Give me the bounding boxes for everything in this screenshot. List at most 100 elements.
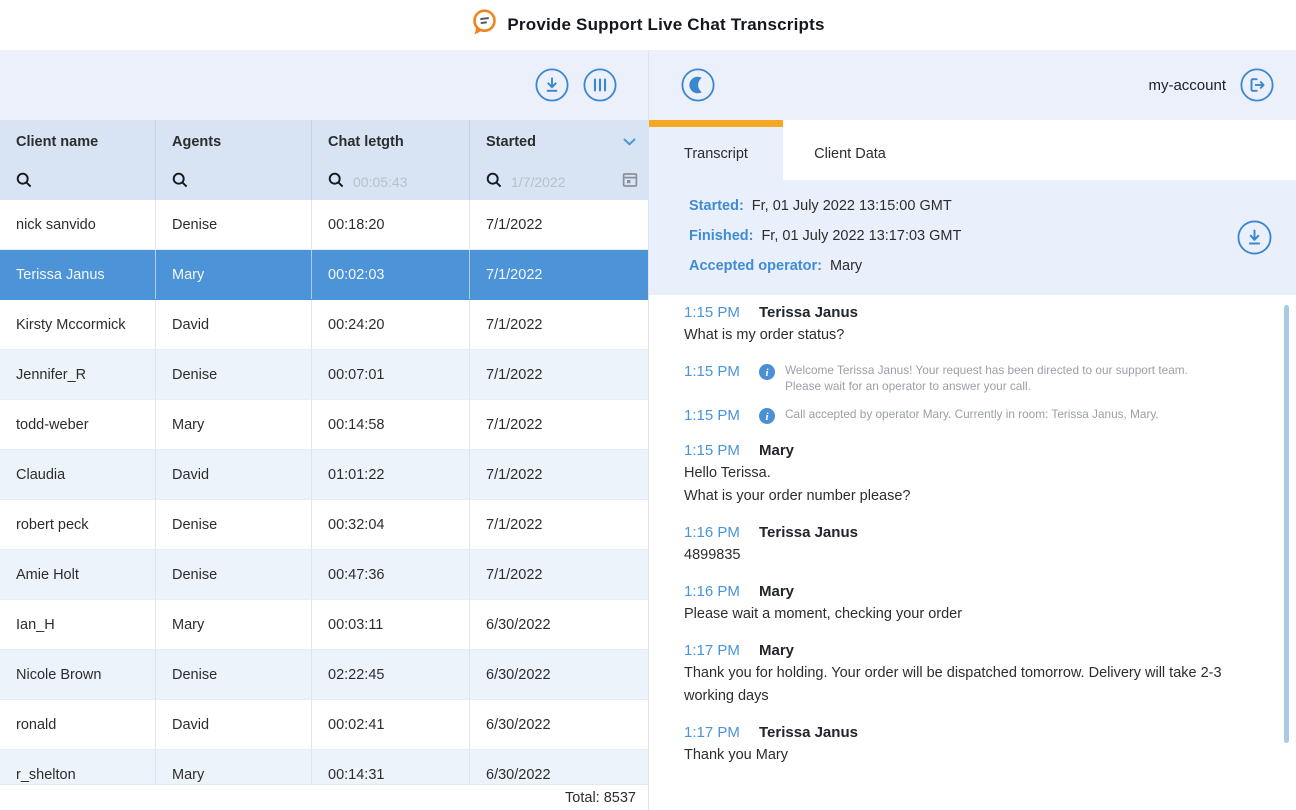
detail-tabs: Transcript Client Data bbox=[649, 120, 1296, 180]
table-footer: Total: 8537 bbox=[0, 784, 648, 810]
cell-agent: Denise bbox=[156, 200, 312, 249]
table-row[interactable]: Kirsty Mccormick David 00:24:20 7/1/2022 bbox=[0, 300, 648, 350]
message-author: Terissa Janus bbox=[759, 524, 858, 541]
table-header: Client name Agents Chat letg bbox=[0, 120, 648, 200]
page-title: Provide Support Live Chat Transcripts bbox=[507, 15, 825, 34]
table-row[interactable]: Claudia David 01:01:22 7/1/2022 bbox=[0, 450, 648, 500]
transcripts-list-panel: Client name Agents Chat letg bbox=[0, 50, 648, 810]
system-message-text: Welcome Terissa Janus! Your request has … bbox=[785, 363, 1188, 393]
calendar-icon[interactable] bbox=[622, 171, 638, 193]
meta-operator-label: Accepted operator: bbox=[689, 258, 822, 274]
table-row[interactable]: Ian_H Mary 00:03:11 6/30/2022 bbox=[0, 600, 648, 650]
cell-agent: Mary bbox=[156, 750, 312, 784]
chat-message: 1:16 PM Mary Please wait a moment, check… bbox=[684, 583, 1254, 626]
filter-started bbox=[486, 164, 648, 200]
column-header-chat-length[interactable]: Chat letgth bbox=[328, 120, 469, 164]
meta-started-label: Started: bbox=[689, 198, 744, 214]
cell-agent: Denise bbox=[156, 650, 312, 699]
cell-client: todd-weber bbox=[0, 400, 156, 449]
svg-text:i: i bbox=[765, 411, 769, 423]
tab-label: Client Data bbox=[814, 145, 886, 162]
table-row[interactable]: ronald David 00:02:41 6/30/2022 bbox=[0, 700, 648, 750]
chat-message: 1:16 PM Terissa Janus 4899835 bbox=[684, 524, 1254, 567]
tab-transcript[interactable]: Transcript bbox=[649, 120, 783, 180]
table-row[interactable]: Jennifer_R Denise 00:07:01 7/1/2022 bbox=[0, 350, 648, 400]
chat-message: 1:17 PM Terissa Janus Thank you Mary bbox=[684, 724, 1254, 767]
cell-agent: Mary bbox=[156, 250, 312, 299]
table-row[interactable]: nick sanvido Denise 00:18:20 7/1/2022 bbox=[0, 200, 648, 250]
column-header-client-name[interactable]: Client name bbox=[16, 120, 155, 164]
table-row[interactable]: robert peck Denise 00:32:04 7/1/2022 bbox=[0, 500, 648, 550]
meta-started: Started: Fr, 01 July 2022 13:15:00 GMT bbox=[689, 191, 1296, 221]
cell-client: nick sanvido bbox=[0, 200, 156, 249]
message-time: 1:16 PM bbox=[684, 583, 740, 600]
chat-meta: Started: Fr, 01 July 2022 13:15:00 GMT F… bbox=[649, 180, 1296, 295]
column-agents: Agents bbox=[156, 120, 312, 200]
tab-client-data[interactable]: Client Data bbox=[783, 120, 917, 180]
cell-length: 01:01:22 bbox=[312, 450, 470, 499]
message-time: 1:15 PM bbox=[684, 363, 740, 380]
filter-agents bbox=[172, 164, 311, 200]
cell-agent: David bbox=[156, 700, 312, 749]
message-time: 1:15 PM bbox=[684, 407, 740, 424]
moon-icon[interactable] bbox=[681, 68, 715, 102]
download-icon[interactable] bbox=[535, 68, 569, 102]
cell-client: Amie Holt bbox=[0, 550, 156, 599]
download-transcript-icon[interactable] bbox=[1237, 220, 1272, 255]
table-row[interactable]: todd-weber Mary 00:14:58 7/1/2022 bbox=[0, 400, 648, 450]
cell-length: 00:03:11 bbox=[312, 600, 470, 649]
chevron-down-icon[interactable] bbox=[623, 134, 636, 150]
table-toolbar bbox=[0, 50, 648, 120]
cell-started: 7/1/2022 bbox=[486, 516, 543, 533]
cell-agent: Mary bbox=[156, 600, 312, 649]
column-header-started[interactable]: Started bbox=[486, 120, 648, 164]
cell-started: 6/30/2022 bbox=[486, 616, 551, 633]
cell-started: 7/1/2022 bbox=[486, 466, 543, 483]
message-author: Terissa Janus bbox=[759, 304, 858, 321]
cell-started: 7/1/2022 bbox=[486, 216, 543, 233]
client-name-filter-input[interactable] bbox=[41, 174, 145, 190]
meta-finished: Finished: Fr, 01 July 2022 13:17:03 GMT bbox=[689, 221, 1296, 251]
table-row[interactable]: r_shelton Mary 00:14:31 6/30/2022 bbox=[0, 750, 648, 784]
message-author: Mary bbox=[759, 583, 795, 600]
column-chat-length: Chat letgth bbox=[312, 120, 470, 200]
cell-client: Claudia bbox=[0, 450, 156, 499]
message-text: Hello Terissa. bbox=[684, 465, 771, 481]
message-author: Mary bbox=[759, 642, 795, 659]
svg-text:i: i bbox=[765, 367, 769, 379]
logout-icon[interactable] bbox=[1240, 68, 1274, 102]
system-message: 1:15 PM i Welcome Terissa Janus! Your re… bbox=[684, 363, 1254, 394]
cell-agent: David bbox=[156, 450, 312, 499]
message-text: Please wait a moment, checking your orde… bbox=[684, 606, 963, 622]
column-client-name: Client name bbox=[0, 120, 156, 200]
meta-operator: Accepted operator: Mary bbox=[689, 251, 1296, 281]
table-row[interactable]: Amie Holt Denise 00:47:36 7/1/2022 bbox=[0, 550, 648, 600]
table-row-selected[interactable]: Terissa Janus Mary 00:02:03 7/1/2022 bbox=[0, 250, 648, 300]
agents-filter-input[interactable] bbox=[197, 174, 301, 190]
table-row[interactable]: Nicole Brown Denise 02:22:45 6/30/2022 bbox=[0, 650, 648, 700]
cell-started: 6/30/2022 bbox=[486, 716, 551, 733]
column-label: Chat letgth bbox=[328, 134, 404, 150]
app-logo-icon bbox=[471, 8, 498, 42]
message-author: Terissa Janus bbox=[759, 724, 858, 741]
search-icon bbox=[328, 172, 344, 193]
chat-message: 1:17 PM Mary Thank you for holding. Your… bbox=[684, 642, 1254, 708]
total-count: Total: 8537 bbox=[565, 789, 636, 806]
column-label: Client name bbox=[16, 134, 99, 150]
meta-finished-label: Finished: bbox=[689, 228, 754, 244]
message-time: 1:17 PM bbox=[684, 642, 740, 659]
started-filter-input[interactable] bbox=[511, 174, 613, 190]
app-header: Provide Support Live Chat Transcripts bbox=[0, 0, 1296, 50]
column-header-agents[interactable]: Agents bbox=[172, 120, 311, 164]
search-icon bbox=[172, 172, 188, 193]
columns-icon[interactable] bbox=[583, 68, 617, 102]
cell-client: Kirsty Mccormick bbox=[0, 300, 156, 349]
cell-started: 7/1/2022 bbox=[486, 266, 543, 283]
info-icon: i bbox=[759, 408, 775, 429]
cell-length: 00:14:58 bbox=[312, 400, 470, 449]
chat-scrollbar[interactable] bbox=[1284, 305, 1289, 743]
search-icon bbox=[486, 172, 502, 193]
cell-started: 7/1/2022 bbox=[486, 416, 543, 433]
message-text: Thank you for holding. Your order will b… bbox=[684, 665, 1222, 704]
chat-length-filter-input[interactable] bbox=[353, 174, 459, 190]
